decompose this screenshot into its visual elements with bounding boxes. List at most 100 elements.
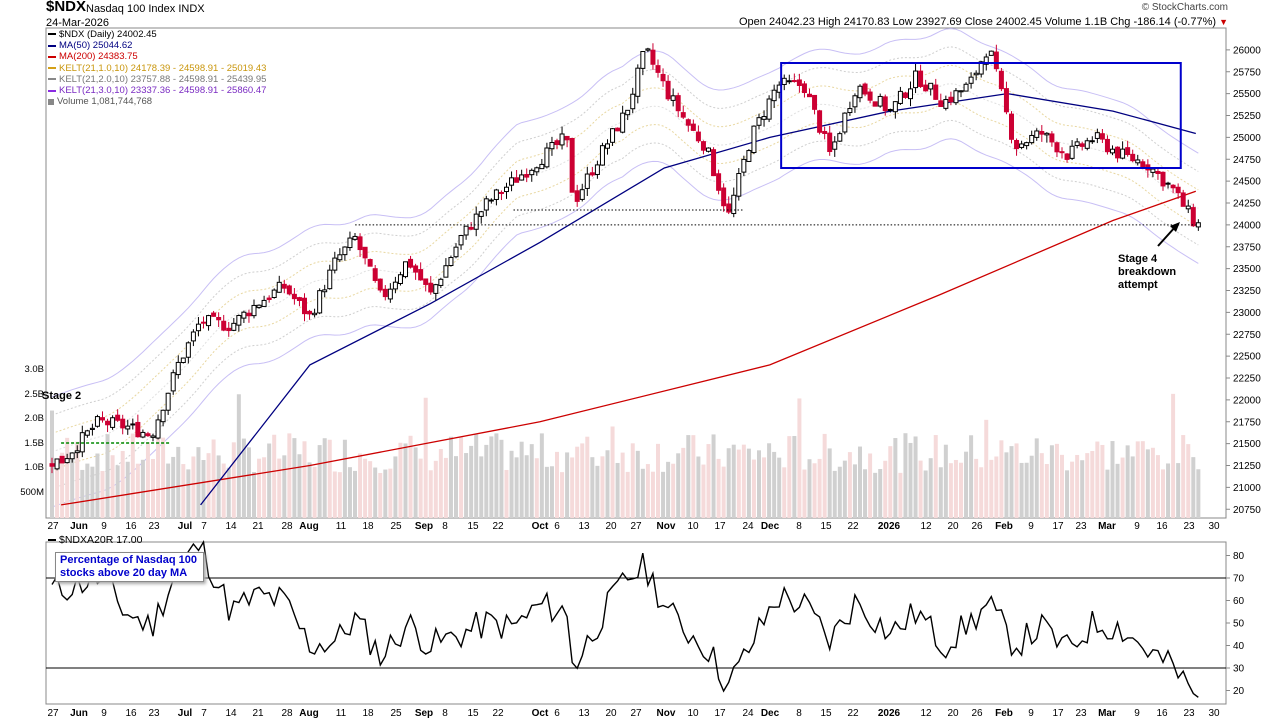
candle-body <box>640 51 646 69</box>
volume-bar <box>1181 435 1186 518</box>
candle-body <box>226 327 232 332</box>
breadth-x-label: 9 <box>101 708 107 719</box>
volume-bar <box>570 457 575 518</box>
candle-body <box>1074 141 1080 146</box>
candle-body <box>584 173 590 189</box>
candle-body <box>1069 145 1075 159</box>
candle-body <box>74 450 80 454</box>
candle-body <box>1180 192 1186 207</box>
volume-bar <box>903 433 908 518</box>
candle-body <box>665 80 671 100</box>
volume-bar <box>115 465 120 518</box>
price-tick-label: 21500 <box>1233 439 1261 450</box>
price-tick-label: 25750 <box>1233 67 1261 78</box>
volume-bar <box>560 472 565 518</box>
volume-bar <box>762 457 767 518</box>
candle-body <box>1099 133 1105 140</box>
breadth-x-label: 20 <box>605 708 617 719</box>
price-x-label: 16 <box>1156 521 1168 532</box>
candle-body <box>948 96 954 103</box>
candle-body <box>473 213 479 230</box>
candle-body <box>554 140 560 146</box>
price-tick-label: 22750 <box>1233 330 1261 341</box>
volume-bar <box>1060 454 1064 518</box>
volume-bar <box>721 466 726 518</box>
price-x-label: 22 <box>492 521 504 532</box>
volume-bar <box>544 466 549 518</box>
candle-body <box>367 259 373 267</box>
volume-bar <box>590 457 595 518</box>
price-x-label: 25 <box>390 521 402 532</box>
volume-bar <box>878 469 883 518</box>
volume-bar <box>1054 443 1059 518</box>
volume-bar <box>413 447 418 518</box>
candle-body <box>382 288 388 298</box>
candle-body <box>64 458 70 464</box>
candle-body <box>377 278 383 291</box>
candle-body <box>140 431 146 438</box>
volume-bar <box>943 444 948 518</box>
volume-bar <box>1120 457 1125 518</box>
candle-body <box>882 96 888 112</box>
candle-body <box>347 237 353 249</box>
volume-bar <box>241 438 246 518</box>
volume-bar <box>378 472 383 518</box>
price-tick-label: 23250 <box>1233 286 1261 297</box>
price-panel <box>45 27 1227 519</box>
candle-body <box>332 257 338 271</box>
candle-body <box>261 299 267 307</box>
candle-body <box>1150 168 1156 173</box>
stage2-annotation: Stage 2 <box>42 390 82 402</box>
keltner-1-band <box>51 101 1199 471</box>
volume-bar <box>1105 469 1110 518</box>
price-x-label: 11 <box>336 521 347 532</box>
candle-body <box>150 435 156 438</box>
candle-body <box>1014 140 1020 150</box>
breadth-x-label: 14 <box>225 708 237 719</box>
volume-bar <box>792 436 797 518</box>
candle-body <box>877 95 883 107</box>
price-x-label: 13 <box>578 521 590 532</box>
volume-bar <box>332 471 337 518</box>
volume-bar <box>681 447 686 518</box>
candle-body <box>180 357 186 364</box>
volume-bar <box>873 472 878 518</box>
candle-body <box>1079 143 1085 147</box>
volume-bar <box>140 459 145 518</box>
volume-bar <box>145 442 150 518</box>
volume-bar <box>252 472 256 518</box>
volume-bar <box>757 450 761 518</box>
candle-body <box>711 149 717 177</box>
candle-body <box>1019 143 1025 148</box>
candle-body <box>266 297 272 300</box>
candle-body <box>317 290 323 314</box>
volume-bar <box>691 435 696 518</box>
candle-body <box>120 418 126 429</box>
volume-bar <box>262 457 267 518</box>
volume-bar <box>176 446 181 518</box>
volume-bar <box>246 447 251 518</box>
candle-body <box>902 92 908 98</box>
volume-bar <box>969 435 974 518</box>
price-x-label: 17 <box>1052 521 1064 532</box>
candle-body <box>1130 153 1136 162</box>
candle-body <box>519 174 525 181</box>
candle-body <box>857 85 863 99</box>
price-x-label: 18 <box>362 521 374 532</box>
volume-bar <box>231 442 236 518</box>
volume-bar <box>585 436 590 518</box>
candle-body <box>1009 113 1014 140</box>
candle-body <box>1125 147 1131 156</box>
volume-bar <box>105 434 110 518</box>
candle-body <box>1044 132 1050 136</box>
candle-body <box>397 274 403 285</box>
volume-bar <box>726 448 731 518</box>
candle-body <box>69 452 75 460</box>
candle-body <box>801 83 807 94</box>
candle-body <box>115 414 121 421</box>
candle-body <box>690 123 696 131</box>
price-x-label: Feb <box>995 521 1013 532</box>
candle-body <box>908 88 913 100</box>
candle-body <box>756 117 762 126</box>
candle-body <box>559 133 565 146</box>
